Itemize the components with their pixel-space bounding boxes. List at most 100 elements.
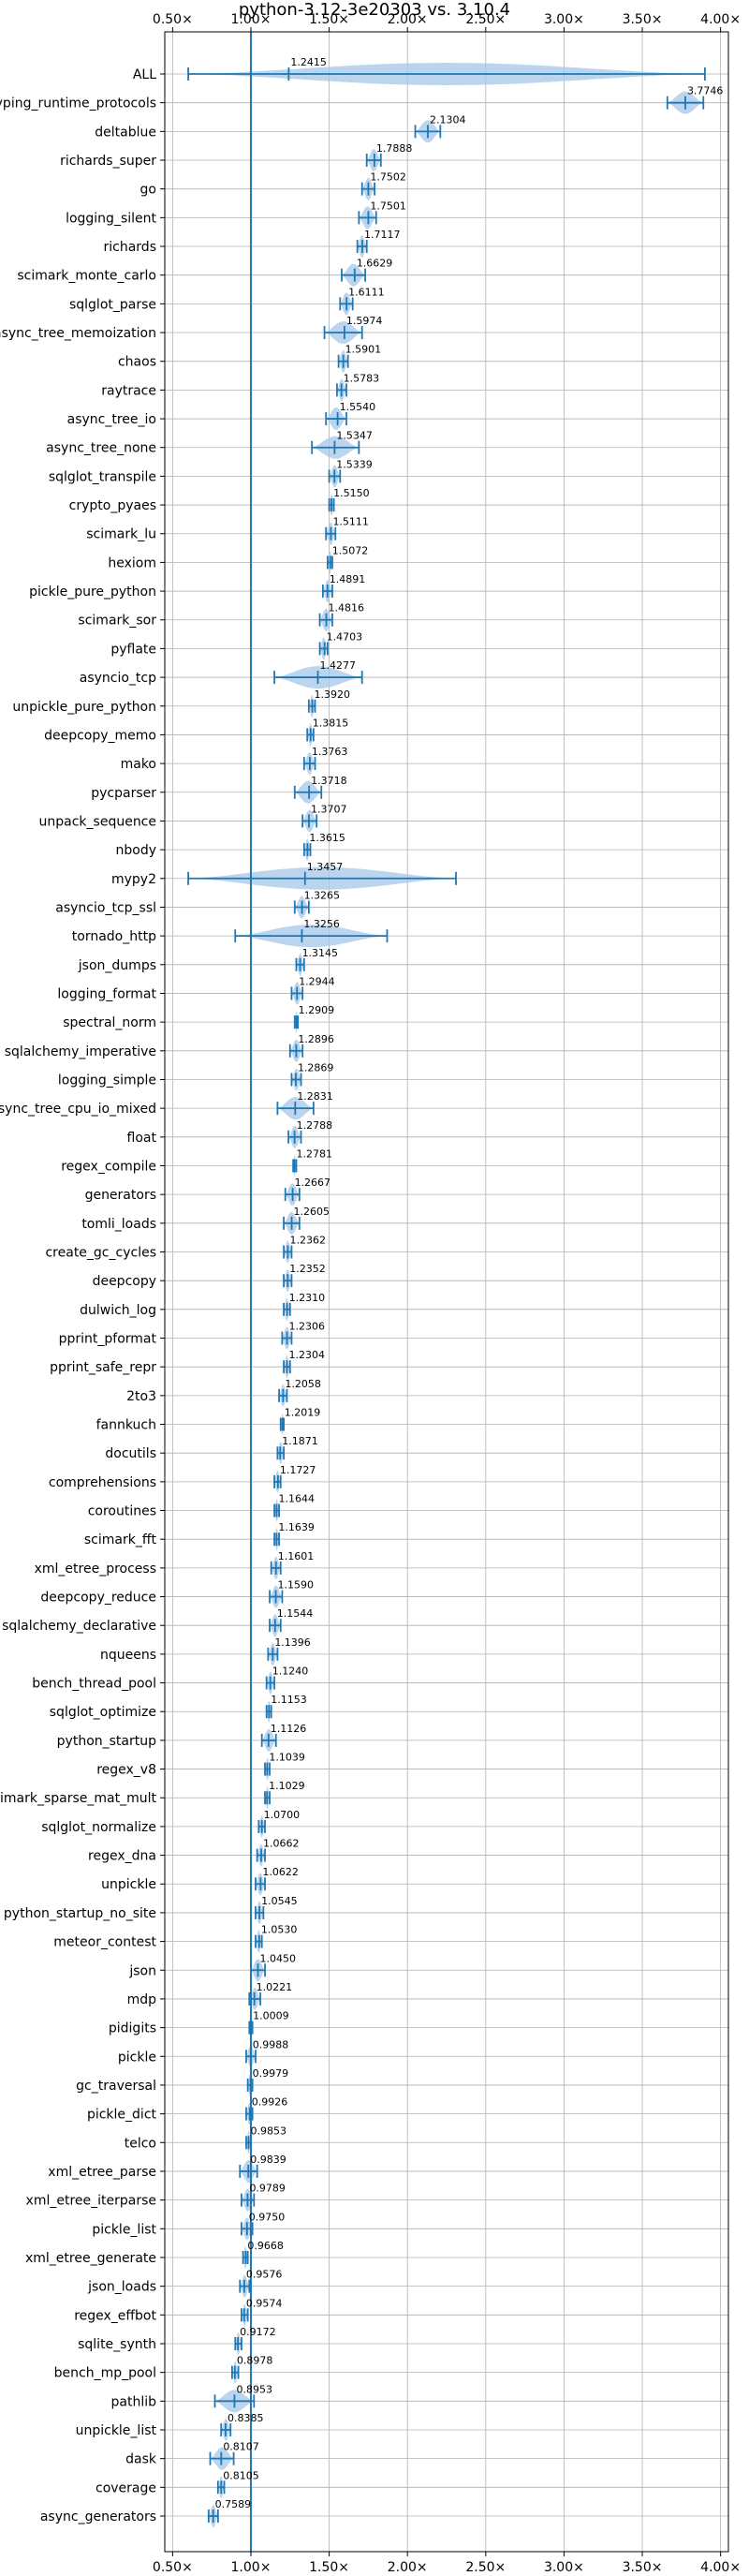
value-label: 1.1639 — [278, 1521, 315, 1533]
value-label: 1.7502 — [370, 171, 406, 184]
category-label: scimark_lu — [86, 527, 156, 542]
category-label: generators — [85, 1188, 156, 1203]
category-label: ALL — [133, 67, 156, 82]
category-label: deepcopy_reduce — [40, 1591, 156, 1606]
chart-title: python-3.12-3e20303 vs. 3.10.4 — [238, 0, 511, 20]
category-label: pycparser — [91, 786, 156, 801]
value-label: 1.5111 — [332, 516, 369, 528]
category-label: asyncio_tcp_ssl — [55, 900, 156, 915]
value-label: 1.2909 — [299, 1004, 335, 1016]
value-label: 1.7501 — [370, 200, 406, 212]
value-label: 1.7117 — [364, 229, 401, 241]
category-label: hexiom — [108, 555, 156, 570]
value-label: 1.2944 — [299, 975, 335, 987]
value-label: 0.9926 — [252, 2096, 288, 2109]
category-label: scimark_fft — [84, 1532, 157, 1547]
x-tick-label-bottom: 2.50× — [465, 2560, 506, 2575]
value-label: 0.9574 — [246, 2297, 283, 2309]
value-label: 3.7746 — [687, 85, 724, 97]
category-label: sqlite_synth — [78, 2337, 156, 2352]
category-label: logging_simple — [58, 1073, 156, 1088]
value-label: 1.2667 — [295, 1177, 331, 1189]
category-label: async_tree_cpu_io_mixed — [0, 1102, 156, 1117]
value-label: 1.2019 — [285, 1407, 321, 1419]
value-label: 1.7888 — [376, 142, 413, 155]
value-label: 1.5540 — [340, 401, 376, 413]
value-label: 0.8105 — [223, 2469, 259, 2481]
category-label: xml_etree_generate — [25, 2251, 156, 2266]
category-label: spectral_norm — [63, 1015, 156, 1030]
x-tick-label-top: 1.00× — [231, 12, 272, 27]
category-label: nbody — [116, 843, 157, 858]
category-label: xml_etree_parse — [48, 2165, 156, 2180]
category-label: comprehensions — [49, 1475, 156, 1490]
category-label: tornado_http — [72, 929, 156, 944]
category-label: deltablue — [95, 125, 156, 140]
category-label: json — [128, 1963, 156, 1978]
category-label: mypy2 — [111, 872, 156, 887]
value-label: 1.3707 — [311, 803, 347, 815]
plot-background — [165, 32, 728, 2552]
x-tick-label-top: 2.50× — [465, 12, 506, 27]
category-label: xml_etree_iterparse — [26, 2194, 156, 2209]
value-label: 1.3145 — [302, 947, 339, 959]
category-label: logging_format — [57, 986, 156, 1001]
value-label: 0.9750 — [249, 2211, 286, 2223]
category-label: nqueens — [100, 1648, 156, 1663]
value-label: 1.5347 — [336, 430, 373, 442]
value-label: 1.1544 — [277, 1607, 314, 1620]
category-label: sqlglot_optimize — [50, 1705, 156, 1720]
value-label: 1.2304 — [289, 1349, 326, 1361]
category-label: unpack_sequence — [39, 814, 156, 829]
category-label: mako — [121, 757, 156, 772]
value-label: 0.9668 — [247, 2240, 284, 2252]
category-label: docutils — [105, 1446, 156, 1461]
value-label: 0.8953 — [236, 2383, 272, 2395]
value-label: 0.9979 — [253, 2067, 289, 2080]
category-label: xml_etree_process — [35, 1562, 156, 1577]
plot-frame — [164, 31, 729, 2553]
value-label: 1.5150 — [333, 487, 370, 499]
category-label: bench_thread_pool — [32, 1677, 156, 1692]
value-label: 0.7589 — [215, 2498, 252, 2510]
category-label: pickle — [118, 2050, 156, 2065]
category-label: float — [127, 1131, 157, 1146]
value-label: 1.4703 — [327, 630, 363, 643]
value-label: 1.1126 — [271, 1723, 307, 1735]
category-label: sqlglot_parse — [69, 297, 156, 312]
category-label: richards_super — [60, 154, 156, 169]
category-label: json_loads — [87, 2280, 156, 2295]
value-label: 1.1871 — [282, 1435, 318, 1447]
value-label: 1.2788 — [297, 1119, 333, 1132]
value-label: 1.1396 — [274, 1636, 311, 1649]
category-label: richards — [104, 240, 157, 255]
category-label: dulwich_log — [80, 1303, 156, 1318]
category-label: asyncio_tcp — [80, 671, 156, 686]
category-label: typing_runtime_protocols — [0, 96, 156, 111]
value-label: 1.3763 — [312, 746, 348, 758]
value-label: 1.1039 — [269, 1752, 305, 1764]
value-label: 2.1304 — [430, 113, 466, 126]
category-label: pickle_dict — [87, 2108, 157, 2123]
x-tick-label-bottom: 4.00× — [700, 2560, 741, 2575]
category-label: fannkuch — [96, 1418, 156, 1433]
x-tick-label-top: 0.50× — [153, 12, 193, 27]
category-label: sqlglot_normalize — [41, 1820, 156, 1835]
x-tick-label-top: 2.00× — [388, 12, 428, 27]
value-label: 1.0221 — [257, 1981, 293, 1993]
value-label: 1.1644 — [278, 1493, 315, 1505]
value-label: 0.8978 — [237, 2355, 273, 2367]
category-label: pathlib — [111, 2394, 157, 2409]
value-label: 0.9853 — [251, 2124, 287, 2137]
value-label: 1.4891 — [330, 573, 366, 585]
value-label: 1.2362 — [289, 1234, 326, 1246]
category-label: bench_mp_pool — [54, 2366, 156, 2381]
category-label: logging_silent — [66, 211, 156, 226]
x-tick-label-bottom: 1.50× — [309, 2560, 349, 2575]
category-label: mdp — [127, 1992, 157, 2007]
value-label: 1.1590 — [278, 1579, 315, 1591]
value-label: 1.0700 — [264, 1809, 301, 1821]
category-label: async_generators — [40, 2509, 156, 2524]
category-label: async_tree_io — [67, 412, 156, 427]
category-label: create_gc_cycles — [45, 1245, 156, 1260]
